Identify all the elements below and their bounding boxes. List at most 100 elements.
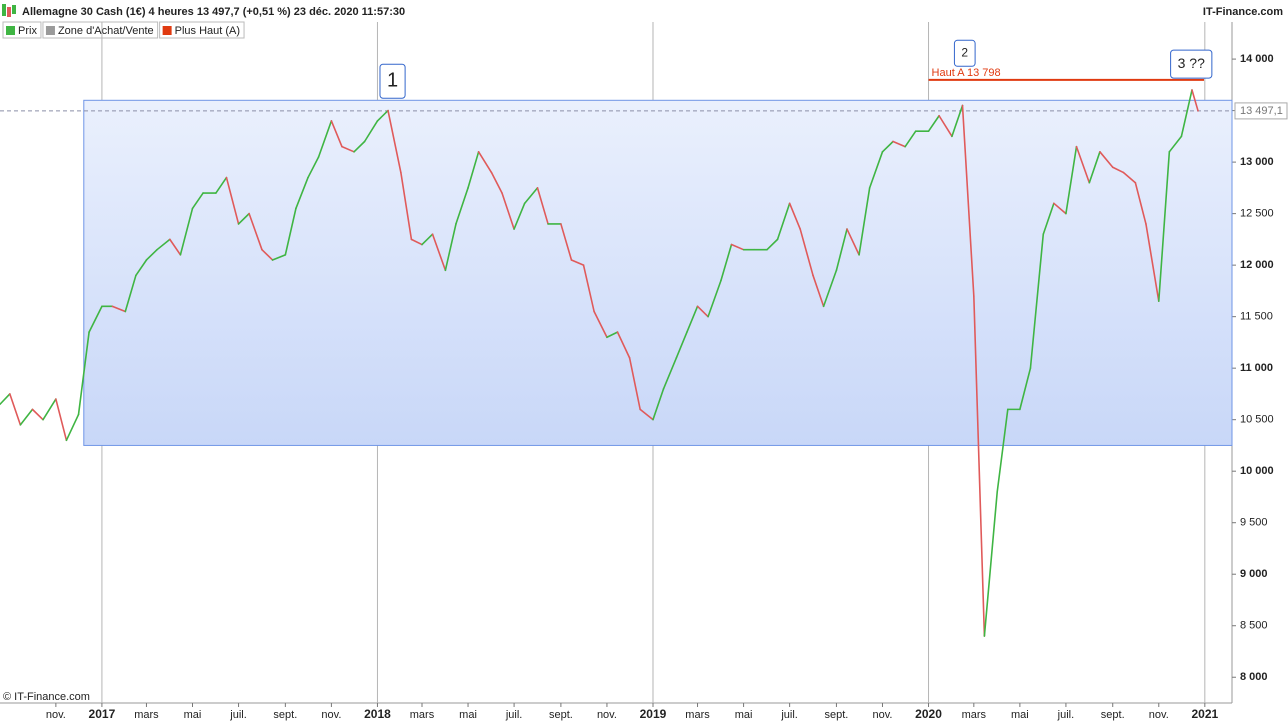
price-segment	[1122, 171, 1137, 184]
app-icon	[12, 5, 16, 14]
price-segment	[662, 357, 678, 390]
price-segment	[606, 331, 619, 339]
price-segment	[1029, 233, 1045, 369]
current-price-box	[1234, 102, 1288, 120]
price-segment	[215, 176, 228, 194]
price-segment	[1075, 145, 1091, 184]
price-segment	[467, 151, 480, 189]
x-tick-label: nov.	[46, 709, 66, 721]
price-segment	[904, 130, 917, 148]
y-tick-label: 11 500	[1240, 311, 1273, 323]
price-segment	[675, 331, 688, 359]
price-segment	[111, 305, 127, 313]
legend-box	[159, 21, 245, 39]
price-segment	[295, 176, 309, 210]
legend-box	[42, 21, 159, 39]
price-segment	[696, 305, 709, 318]
price-segment	[1180, 89, 1193, 138]
legend-item: Zone d'Achat/Vente	[42, 21, 159, 39]
x-tick-label: 2018	[364, 707, 391, 721]
price-segment	[179, 207, 194, 256]
price-segment	[858, 187, 871, 256]
price-segment	[799, 228, 814, 277]
price-segment	[938, 114, 953, 138]
legend-swatch	[45, 26, 55, 35]
x-tick-label: 2017	[89, 707, 116, 721]
x-tick-label: mars	[134, 709, 159, 721]
x-tick-label: mai	[735, 709, 753, 721]
price-segment	[536, 187, 549, 225]
price-segment	[431, 233, 447, 272]
price-segment	[513, 202, 526, 230]
y-tick-label: 12 500	[1240, 208, 1274, 220]
y-tick-label: 12 000	[1240, 259, 1274, 271]
y-tick-label: 8 500	[1240, 620, 1268, 632]
price-segment	[0, 393, 11, 406]
price-segment	[19, 408, 34, 426]
price-segment	[523, 187, 539, 205]
price-segment	[983, 490, 999, 637]
price-segment	[1053, 202, 1067, 215]
price-segment	[616, 331, 631, 359]
price-segment	[707, 279, 722, 318]
price-segment	[1111, 166, 1125, 174]
x-tick-label: 2019	[640, 707, 667, 721]
price-segment	[766, 238, 779, 251]
price-segment	[145, 248, 158, 261]
annotation-box	[1170, 49, 1213, 79]
legend-label: Prix	[18, 25, 37, 37]
price-segment	[1168, 135, 1183, 153]
price-segment	[951, 104, 964, 138]
price-segment	[225, 176, 240, 225]
x-tick-label: mai	[1011, 709, 1029, 721]
price-segment	[284, 207, 297, 256]
price-segment	[570, 259, 585, 266]
x-tick-label: nov.	[597, 709, 617, 721]
price-segment	[191, 192, 204, 210]
legend-swatch	[6, 26, 15, 35]
price-segment	[42, 398, 57, 421]
legend-swatch	[162, 26, 172, 35]
legend-box	[2, 21, 42, 39]
x-tick-label: sept.	[825, 709, 849, 721]
price-segment	[124, 274, 137, 313]
price-segment	[156, 238, 171, 251]
price-segment	[363, 120, 379, 143]
price-segment	[961, 104, 975, 297]
x-tick-label: sept.	[1101, 709, 1125, 721]
price-segment	[730, 243, 745, 251]
price-segment	[65, 413, 80, 442]
copyright: © IT-Finance.com	[3, 691, 90, 703]
price-segment	[822, 269, 838, 308]
price-segment	[1019, 367, 1032, 411]
price-segment	[593, 310, 608, 339]
price-segment	[560, 223, 573, 261]
price-segment	[444, 223, 457, 272]
price-segment	[330, 120, 343, 148]
x-tick-label: nov.	[321, 709, 341, 721]
y-tick-label: 10 500	[1240, 414, 1274, 426]
price-segment	[835, 228, 848, 272]
x-tick-label: 2021	[1191, 707, 1218, 721]
y-tick-label: 8 000	[1240, 671, 1268, 683]
price-segment	[55, 398, 68, 442]
price-segment	[477, 151, 493, 174]
price-segment	[248, 212, 263, 251]
y-tick-label: 9 500	[1240, 517, 1268, 529]
price-segment	[639, 408, 654, 421]
source: IT-Finance.com	[1203, 6, 1283, 18]
annotation-text: 1	[387, 70, 398, 92]
price-segment	[353, 140, 366, 153]
price-segment	[812, 274, 825, 308]
price-segment	[1088, 151, 1101, 184]
price-segment	[652, 387, 665, 421]
price-segment	[582, 264, 595, 313]
x-tick-label: nov.	[872, 709, 892, 721]
price-segment	[868, 151, 884, 189]
current-price-label: 13 497,1	[1240, 105, 1283, 117]
annotation-text: 2	[961, 45, 968, 59]
price-segment	[776, 202, 791, 241]
y-tick-label: 13 000	[1240, 156, 1274, 168]
x-tick-label: juil.	[780, 709, 798, 721]
